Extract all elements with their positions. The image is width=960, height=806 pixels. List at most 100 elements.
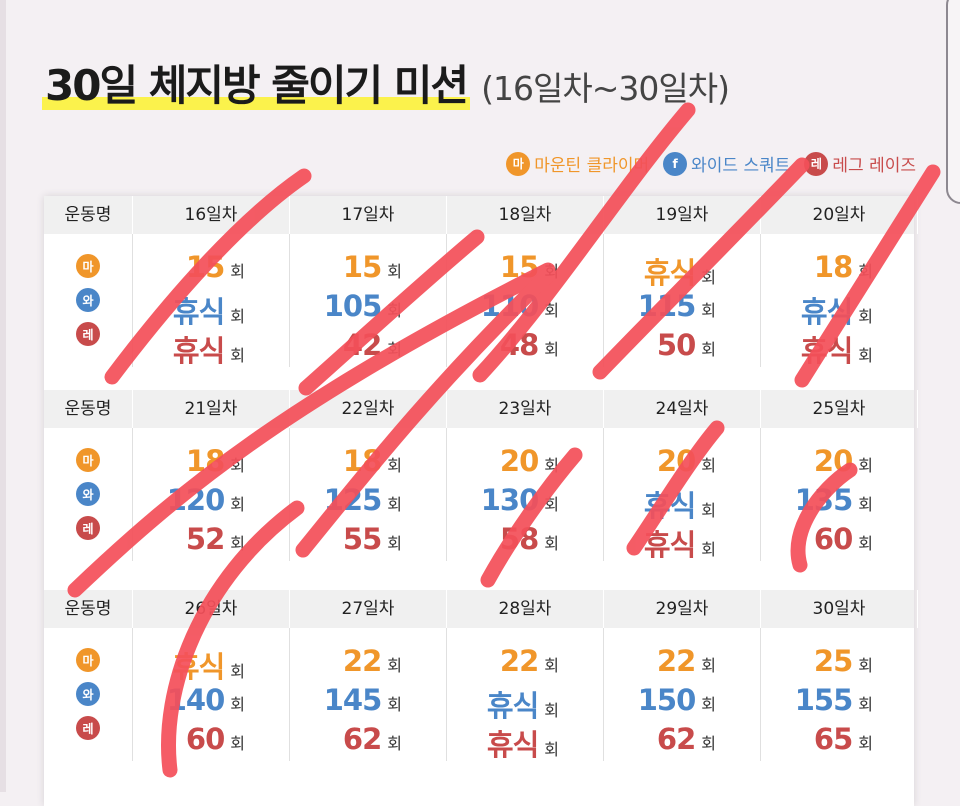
rep-count: 22: [499, 644, 539, 678]
day-header: 28일차: [447, 590, 604, 628]
rep-unit: 회: [544, 301, 559, 320]
rep-count: 105: [323, 289, 383, 323]
leg-raise-badge-icon: 레: [76, 322, 100, 346]
table-header-row: 운동명 26일차 27일차 28일차 29일차 30일차: [44, 590, 918, 628]
rep-count: 120: [166, 483, 226, 517]
rep-count: 휴식: [486, 689, 539, 723]
rep-count: 휴식: [486, 728, 539, 762]
leg-raise-badge-icon: 레: [76, 716, 100, 740]
day-column: 15 회 110 회 48 회: [447, 234, 604, 367]
rep-unit: 회: [544, 701, 559, 720]
left-edge: [0, 0, 6, 792]
rep-count: 135: [794, 483, 854, 517]
rep-count: 22: [342, 644, 382, 678]
legend-label: 와이드 스쿼트: [691, 156, 791, 176]
rep-count: 20: [656, 444, 696, 478]
rep-unit: 회: [230, 734, 245, 753]
scrollbar[interactable]: [946, 0, 960, 204]
day-header: 26일차: [133, 590, 290, 628]
legend-label: 마운틴 클라이머: [534, 156, 650, 176]
rep-unit: 회: [230, 695, 245, 714]
rep-unit: 회: [701, 456, 716, 475]
rep-unit: 회: [701, 656, 716, 675]
rep-count: 18: [342, 444, 382, 478]
day-column: 휴식 회 115 회 50 회: [604, 234, 761, 367]
exercise-badges: 마 와 레: [44, 234, 133, 367]
rep-unit: 회: [544, 656, 559, 675]
exercise-name-header: 운동명: [44, 590, 133, 628]
day-column: 22 회 휴식 회 휴식 회: [447, 628, 604, 762]
rep-count: 145: [323, 683, 383, 717]
wide-squat-badge-icon: 와: [76, 682, 100, 706]
rep-count: 15: [185, 250, 225, 284]
rep-count: 65: [813, 722, 853, 756]
day-column: 18 회 125 회 55 회: [290, 428, 447, 561]
rep-count: 55: [342, 522, 382, 556]
day-column: 휴식 회 140 회 60 회: [133, 628, 290, 761]
rep-count: 52: [185, 522, 225, 556]
rep-count: 휴식: [643, 256, 696, 290]
mountain-climber-badge-icon: 마: [76, 648, 100, 672]
rep-count: 58: [499, 522, 539, 556]
legend: 마 마운틴 클라이머 f 와이드 스쿼트 레 레그 레이즈: [506, 151, 916, 176]
rep-count: 110: [480, 289, 540, 323]
rep-unit: 회: [858, 734, 873, 753]
rep-unit: 회: [544, 262, 559, 281]
rep-unit: 회: [387, 695, 402, 714]
mountain-climber-badge-icon: 마: [76, 254, 100, 278]
rep-count: 휴식: [643, 489, 696, 523]
legend-item-wide-squat: f 와이드 스쿼트: [663, 151, 790, 176]
rep-unit: 회: [701, 268, 716, 287]
rep-unit: 회: [230, 262, 245, 281]
rep-unit: 회: [230, 495, 245, 514]
rep-count: 125: [323, 483, 383, 517]
day-header: 22일차: [290, 390, 447, 428]
rep-unit: 회: [544, 495, 559, 514]
leg-raise-badge-icon: 레: [804, 151, 829, 176]
rep-count: 18: [185, 444, 225, 478]
table-header-row: 운동명 21일차 22일차 23일차 24일차 25일차: [44, 390, 918, 428]
day-header: 29일차: [604, 590, 761, 628]
rep-count: 60: [185, 722, 225, 756]
rep-unit: 회: [701, 695, 716, 714]
rep-unit: 회: [230, 456, 245, 475]
rep-unit: 회: [544, 534, 559, 553]
rep-count: 48: [499, 328, 539, 362]
mountain-climber-badge-icon: 마: [506, 151, 531, 176]
rep-unit: 회: [858, 346, 873, 365]
day-column: 20 회 휴식 회 휴식 회: [604, 428, 761, 562]
rep-unit: 회: [230, 346, 245, 365]
wide-squat-badge-icon: 와: [76, 482, 100, 506]
rep-unit: 회: [387, 534, 402, 553]
page-subtitle: (16일차~30일차): [481, 69, 730, 108]
day-header: 27일차: [290, 590, 447, 628]
rep-unit: 회: [858, 262, 873, 281]
rep-count: 휴식: [800, 334, 853, 368]
day-column: 20 회 135 회 60 회: [761, 428, 917, 561]
rep-unit: 회: [387, 734, 402, 753]
day-column: 18 회 휴식 회 휴식 회: [761, 234, 917, 368]
exercise-badges: 마 와 레: [44, 428, 133, 561]
table-body: 마 와 레 18 회 120 회 52 회 18 회 125 회 55 회 20 회 130 회…: [44, 428, 917, 562]
rep-count: 22: [656, 644, 696, 678]
rep-unit: 회: [858, 495, 873, 514]
rep-count: 60: [813, 522, 853, 556]
day-header: 21일차: [133, 390, 290, 428]
rep-count: 140: [166, 683, 226, 717]
rep-unit: 회: [544, 740, 559, 759]
day-column: 15 회 105 회 42 회: [290, 234, 447, 367]
rep-count: 42: [342, 328, 382, 362]
rep-count: 115: [637, 289, 697, 323]
rep-count: 18: [813, 250, 853, 284]
day-header: 17일차: [290, 196, 447, 234]
exercise-badges: 마 와 레: [44, 628, 133, 761]
rep-unit: 회: [387, 495, 402, 514]
rep-count: 휴식: [172, 295, 225, 329]
rep-unit: 회: [701, 540, 716, 559]
rep-unit: 회: [544, 340, 559, 359]
rep-unit: 회: [387, 456, 402, 475]
wide-squat-badge-icon: 와: [76, 288, 100, 312]
rep-unit: 회: [701, 734, 716, 753]
wide-squat-badge-icon: f: [663, 151, 688, 176]
rep-count: 62: [656, 722, 696, 756]
